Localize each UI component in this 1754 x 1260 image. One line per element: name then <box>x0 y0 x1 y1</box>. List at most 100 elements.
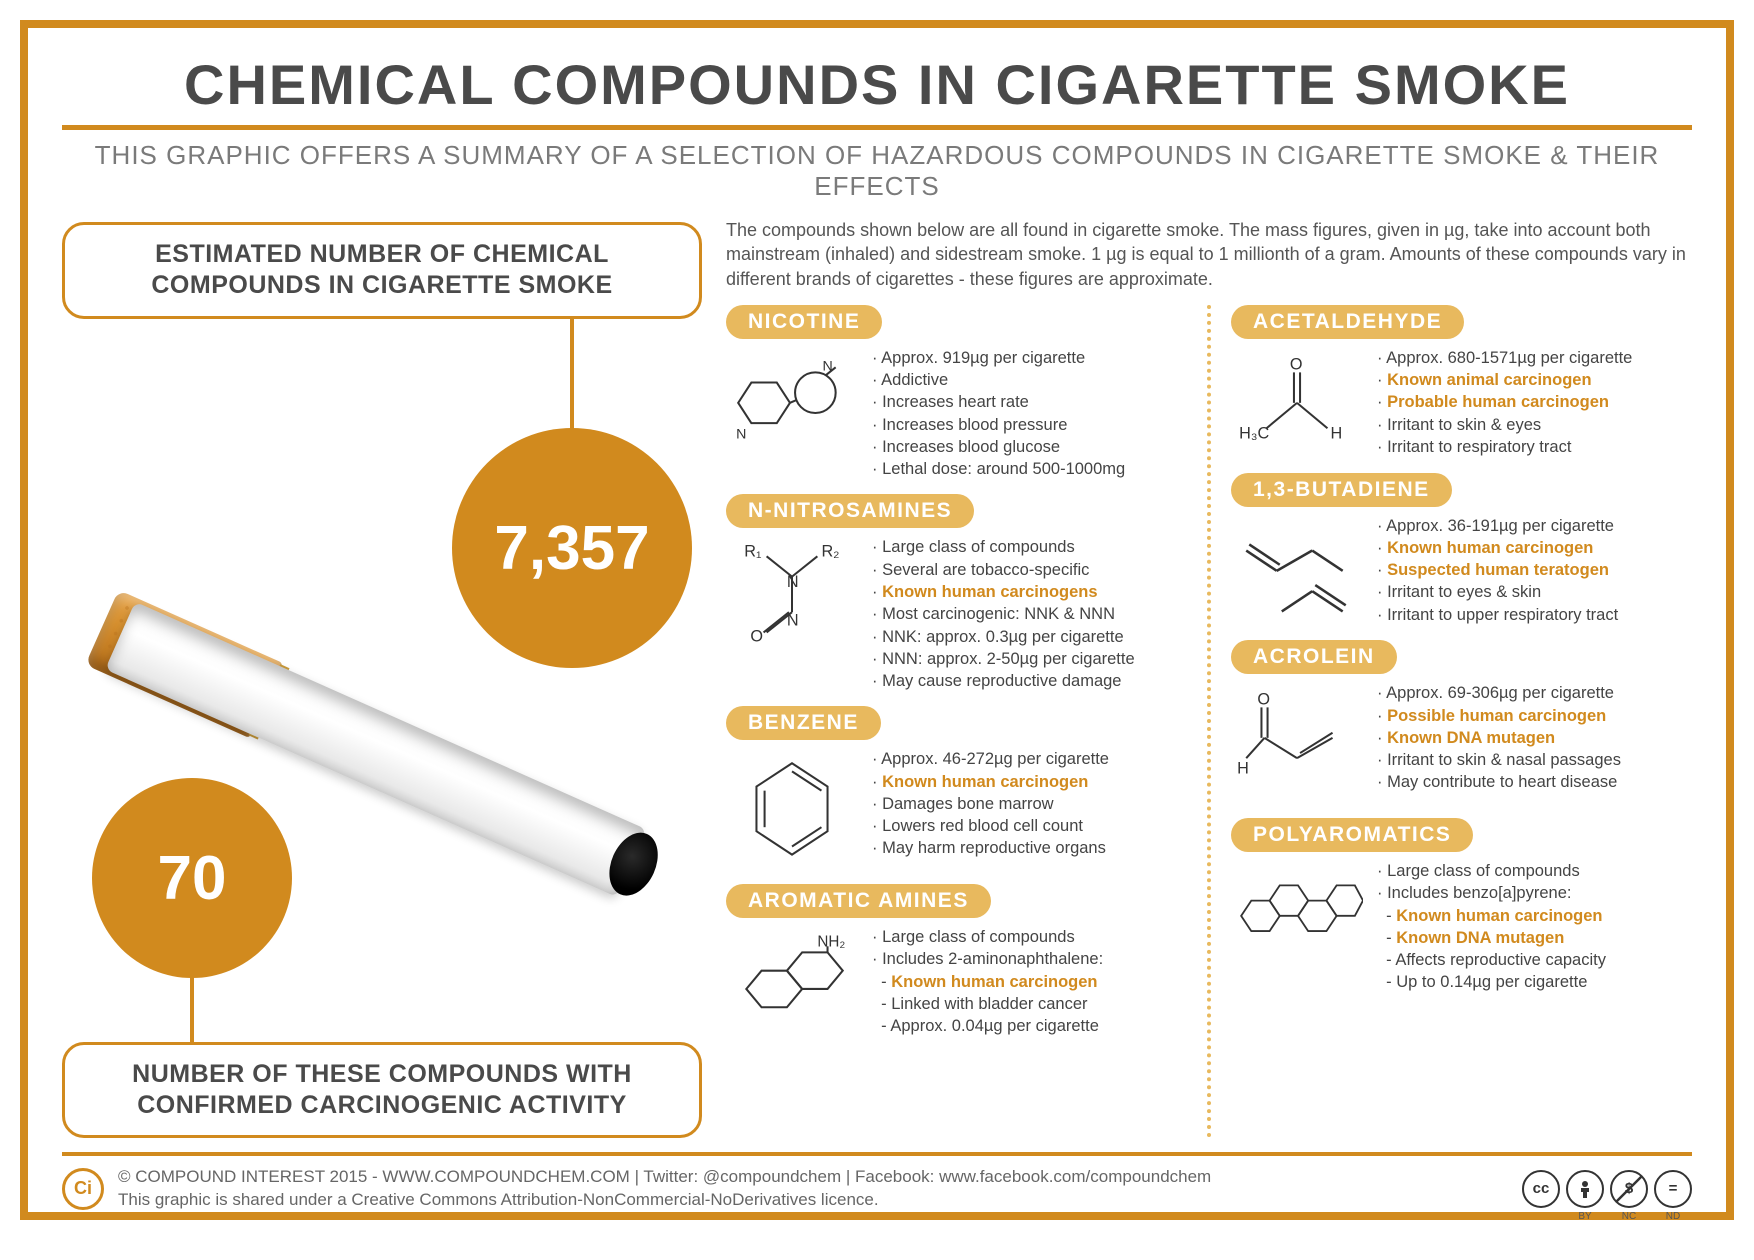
bullet-line: Affects reproductive capacity <box>1377 949 1606 971</box>
bullet-line: Known human carcinogen <box>1377 537 1618 559</box>
compound-bullets: Approx. 919µg per cigaretteAddictiveIncr… <box>872 347 1125 481</box>
bullet-line: Irritant to respiratory tract <box>1377 436 1632 458</box>
bullet-line: Irritant to skin & eyes <box>1377 414 1632 436</box>
compound-card: POLYAROMATICS Large class of compoundsInc… <box>1231 818 1692 994</box>
stat-value-carcinogens: 70 <box>158 843 227 914</box>
bullet-line: Probable human carcinogen <box>1377 391 1632 413</box>
bullet-line: Lethal dose: around 500-1000mg <box>872 458 1125 480</box>
chemical-structure-icon <box>726 748 858 870</box>
bullet-line: Damages bone marrow <box>872 793 1109 815</box>
stat-circle-carcinogens: 70 <box>92 778 292 978</box>
bullet-line: Approx. 680-1571µg per cigarette <box>1377 347 1632 369</box>
footer-line1: © COMPOUND INTEREST 2015 - WWW.COMPOUNDC… <box>118 1166 1508 1189</box>
bullet-line: Known human carcinogen <box>872 771 1109 793</box>
svg-text:H₃C: H₃C <box>1239 424 1269 442</box>
compound-card: NICOTINENNApprox. 919µg per cigaretteAdd… <box>726 305 1187 481</box>
chemical-structure-icon <box>1231 515 1363 627</box>
footer-text: © COMPOUND INTEREST 2015 - WWW.COMPOUNDC… <box>118 1166 1508 1212</box>
compound-bullets: Large class of compoundsIncludes 2-amino… <box>872 926 1103 1038</box>
svg-text:O: O <box>750 628 763 646</box>
svg-text:O: O <box>1290 355 1303 373</box>
svg-text:N: N <box>736 426 746 442</box>
ci-logo-icon: Ci <box>62 1168 104 1210</box>
bullet-line: Approx. 46-272µg per cigarette <box>872 748 1109 770</box>
compound-name-chip: POLYAROMATICS <box>1231 818 1473 852</box>
stat-label-bottom: NUMBER OF THESE COMPOUNDS WITH CONFIRMED… <box>62 1042 702 1139</box>
svg-text:N: N <box>787 612 799 630</box>
cc-nc-icon: $NC <box>1610 1170 1648 1208</box>
bullet-line: Large class of compounds <box>872 536 1135 558</box>
compound-card: ACROLEIN OHApprox. 69-306µg per cigarette… <box>1231 640 1692 804</box>
compounds-column-left: NICOTINE N N Approx. 919µg per cigaretteAdd… <box>726 305 1207 1138</box>
footer-line2: This graphic is shared under a Creative … <box>118 1189 1508 1212</box>
chemical-structure-icon: NH₂ <box>726 926 858 1038</box>
infographic-frame: CHEMICAL COMPOUNDS IN CIGARETTE SMOKE TH… <box>20 20 1734 1220</box>
bullet-line: Possible human carcinogen <box>1377 705 1621 727</box>
cc-license-icons: cc BY $NC =ND <box>1522 1170 1692 1208</box>
compound-card: 1,3-BUTADIENE Approx. 36-191µg per cigare… <box>1231 473 1692 627</box>
cc-icon: cc <box>1522 1170 1560 1208</box>
compound-bullets: Approx. 69-306µg per cigarettePossible h… <box>1377 682 1621 804</box>
stat-value-total: 7,357 <box>494 513 649 584</box>
compounds-column-right: ACETALDEHYDE O H₃C H Approx. 680-1571µg per … <box>1207 305 1692 1138</box>
compound-card: N-NITROSAMINES R₁ R₂ N N O Large class of comp… <box>726 494 1187 692</box>
compounds-grid: NICOTINE N N Approx. 919µg per cigaretteAdd… <box>726 305 1692 1138</box>
bullet-line: Known animal carcinogen <box>1377 369 1632 391</box>
bullet-line: Irritant to eyes & skin <box>1377 581 1618 603</box>
bullet-line: Increases blood glucose <box>872 436 1125 458</box>
chemical-structure-icon <box>1231 860 1363 994</box>
bullet-line: Known DNA mutagen <box>1377 927 1606 949</box>
bullet-line: Includes 2-aminonaphthalene: <box>872 948 1103 970</box>
compound-name-chip: ACETALDEHYDE <box>1231 305 1464 339</box>
compound-name-chip: N-NITROSAMINES <box>726 494 974 528</box>
chemical-structure-icon: OH <box>1231 682 1363 804</box>
title-rule <box>62 125 1692 130</box>
bullet-line: Known human carcinogens <box>872 581 1135 603</box>
bullet-line: Irritant to skin & nasal passages <box>1377 749 1621 771</box>
left-panel: ESTIMATED NUMBER OF CHEMICAL COMPOUNDS I… <box>62 218 702 1138</box>
bullet-line: May cause reproductive damage <box>872 670 1135 692</box>
bullet-line: May contribute to heart disease <box>1377 771 1621 793</box>
bullet-line: Most carcinogenic: NNK & NNN <box>872 603 1135 625</box>
svg-text:N: N <box>787 573 799 591</box>
bullet-line: Large class of compounds <box>1377 860 1606 882</box>
bullet-line: Several are tobacco-specific <box>872 559 1135 581</box>
compound-body: O H₃C H Approx. 680-1571µg per cigaretteKno… <box>1231 347 1692 459</box>
subtitle: THIS GRAPHIC OFFERS A SUMMARY OF A SELEC… <box>62 140 1692 202</box>
bullet-line: Irritant to upper respiratory tract <box>1377 604 1618 626</box>
compound-name-chip: NICOTINE <box>726 305 882 339</box>
svg-text:O: O <box>1257 691 1270 709</box>
page-title: CHEMICAL COMPOUNDS IN CIGARETTE SMOKE <box>62 52 1692 117</box>
connector-line <box>570 318 574 430</box>
bullet-line: Large class of compounds <box>872 926 1103 948</box>
svg-text:R₁: R₁ <box>744 543 762 561</box>
intro-text: The compounds shown below are all found … <box>726 218 1692 291</box>
bullet-line: Includes benzo[a]pyrene: <box>1377 882 1606 904</box>
compound-name-chip: 1,3-BUTADIENE <box>1231 473 1452 507</box>
compound-body: NNApprox. 919µg per cigaretteAddictiveIn… <box>726 347 1187 481</box>
svg-text:R₂: R₂ <box>821 543 839 561</box>
bullet-line: Approx. 919µg per cigarette <box>872 347 1125 369</box>
stat-label-top: ESTIMATED NUMBER OF CHEMICAL COMPOUNDS I… <box>62 222 702 319</box>
compound-bullets: Large class of compoundsIncludes benzo[a… <box>1377 860 1606 994</box>
svg-text:H: H <box>1331 424 1343 442</box>
bullet-line: Suspected human teratogen <box>1377 559 1618 581</box>
compound-bullets: Approx. 680-1571µg per cigaretteKnown an… <box>1377 347 1632 459</box>
compound-card: BENZENEApprox. 46-272µg per cigaretteKno… <box>726 706 1187 870</box>
right-panel: The compounds shown below are all found … <box>726 218 1692 1138</box>
bullet-line: Known DNA mutagen <box>1377 727 1621 749</box>
bullet-line: Approx. 36-191µg per cigarette <box>1377 515 1618 537</box>
bullet-line: Increases heart rate <box>872 391 1125 413</box>
main-content: ESTIMATED NUMBER OF CHEMICAL COMPOUNDS I… <box>62 218 1692 1138</box>
bullet-line: Lowers red blood cell count <box>872 815 1109 837</box>
bullet-line: Approx. 0.04µg per cigarette <box>872 1015 1103 1037</box>
bullet-line: Linked with bladder cancer <box>872 993 1103 1015</box>
bullet-line: Known human carcinogen <box>872 971 1103 993</box>
footer: Ci © COMPOUND INTEREST 2015 - WWW.COMPOU… <box>62 1166 1692 1212</box>
compound-name-chip: ACROLEIN <box>1231 640 1397 674</box>
connector-line <box>190 976 194 1044</box>
bullet-line: Addictive <box>872 369 1125 391</box>
bullet-line: NNK: approx. 0.3µg per cigarette <box>872 626 1135 648</box>
compound-bullets: Large class of compoundsSeveral are toba… <box>872 536 1135 692</box>
chemical-structure-icon: R₁ R₂ N N O <box>726 536 858 692</box>
